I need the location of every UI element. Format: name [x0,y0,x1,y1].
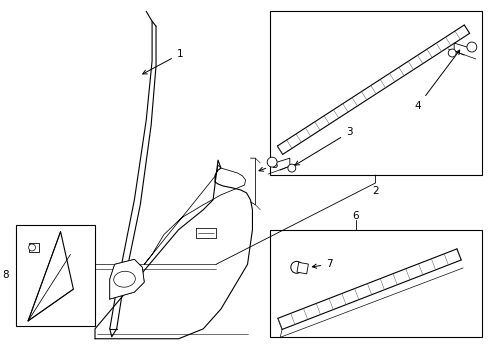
Circle shape [290,261,302,273]
Text: 4: 4 [414,50,459,111]
Bar [269,230,481,337]
Text: 7: 7 [312,259,332,269]
Text: 1: 1 [142,49,183,74]
Ellipse shape [114,271,135,287]
Polygon shape [109,260,144,299]
Text: 3: 3 [295,127,352,165]
Circle shape [287,164,295,172]
Bar [269,11,481,175]
Bar [296,262,308,274]
Bar [16,225,95,326]
Circle shape [28,244,36,251]
Text: 5: 5 [259,160,277,171]
Bar [29,243,39,252]
Text: 8: 8 [2,270,8,280]
Text: 6: 6 [352,211,358,221]
Circle shape [447,49,455,57]
Circle shape [466,42,476,52]
Circle shape [266,157,277,167]
Text: 2: 2 [371,186,378,196]
